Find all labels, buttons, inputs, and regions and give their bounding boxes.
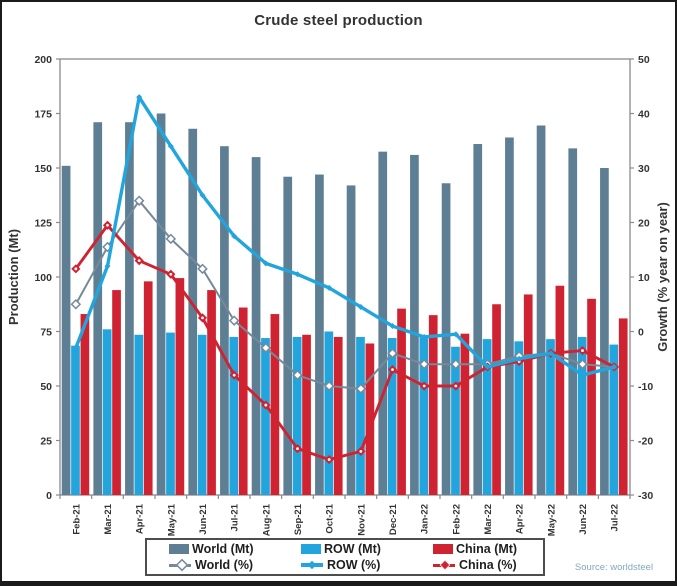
svg-text:Jan-22: Jan-22 — [420, 504, 431, 534]
svg-text:-10: -10 — [638, 381, 653, 393]
china-pct-line-icon — [433, 563, 455, 567]
svg-text:Mar-22: Mar-22 — [483, 504, 494, 535]
svg-text:100: 100 — [34, 272, 52, 284]
svg-text:25: 25 — [40, 436, 52, 448]
svg-text:Jun-22: Jun-22 — [578, 504, 589, 535]
svg-text:Feb-22: Feb-22 — [451, 504, 462, 535]
svg-text:Apr-22: Apr-22 — [515, 504, 526, 534]
legend-item-row-mt: ROW (Mt) — [279, 542, 411, 556]
svg-text:Apr-21: Apr-21 — [135, 503, 146, 534]
svg-text:-20: -20 — [638, 436, 653, 448]
legend-item-row-pct: ROW (%) — [279, 558, 411, 572]
svg-text:May-21: May-21 — [166, 503, 177, 536]
svg-text:20: 20 — [638, 218, 650, 230]
svg-text:-30: -30 — [638, 490, 653, 502]
source-credit: Source: worldsteel — [574, 562, 654, 573]
legend-item-world-pct: World (%) — [147, 558, 279, 572]
svg-text:May-22: May-22 — [546, 504, 557, 536]
svg-text:30: 30 — [638, 163, 650, 175]
legend-label: World (Mt) — [192, 542, 254, 556]
svg-text:40: 40 — [638, 109, 650, 121]
svg-text:200: 200 — [34, 54, 52, 66]
world-mt-swatch-icon — [169, 544, 189, 554]
svg-text:150: 150 — [34, 163, 52, 175]
svg-text:Feb-21: Feb-21 — [71, 503, 82, 534]
row-pct-line-icon — [301, 563, 323, 567]
svg-text:125: 125 — [34, 218, 52, 230]
svg-text:175: 175 — [34, 109, 52, 121]
china-mt-swatch-icon — [433, 544, 453, 554]
svg-text:Aug-21: Aug-21 — [261, 503, 272, 536]
svg-text:Nov-21: Nov-21 — [356, 503, 367, 535]
svg-text:Sep-21: Sep-21 — [293, 503, 304, 535]
svg-text:Growth (% year on year): Growth (% year on year) — [655, 202, 670, 352]
legend-label: World (%) — [195, 558, 254, 572]
svg-text:Jun-21: Jun-21 — [198, 503, 209, 534]
row-mt-swatch-icon — [301, 544, 321, 554]
svg-text:Mar-21: Mar-21 — [103, 503, 114, 534]
svg-text:Oct-21: Oct-21 — [325, 503, 336, 533]
svg-text:50: 50 — [40, 381, 52, 393]
svg-text:Dec-21: Dec-21 — [388, 503, 399, 535]
svg-text:75: 75 — [40, 327, 52, 339]
svg-text:Jul-22: Jul-22 — [610, 504, 621, 531]
legend-box: World (Mt) ROW (Mt) China (Mt) World (%)… — [145, 538, 545, 576]
legend-item-china-pct: China (%) — [411, 558, 543, 572]
legend-item-world-mt: World (Mt) — [147, 542, 279, 556]
svg-text:0: 0 — [46, 490, 52, 502]
legend-item-china-mt: China (Mt) — [411, 542, 543, 556]
svg-text:10: 10 — [638, 272, 650, 284]
svg-text:0: 0 — [638, 327, 644, 339]
chart-title: Crude steel production — [254, 12, 423, 29]
svg-text:Jul-21: Jul-21 — [230, 503, 241, 531]
svg-text:50: 50 — [638, 54, 650, 66]
legend-label: ROW (%) — [327, 558, 381, 572]
legend-label: China (Mt) — [456, 542, 518, 556]
legend-label: ROW (Mt) — [324, 542, 381, 556]
legend-label: China (%) — [459, 558, 517, 572]
world-pct-line-icon — [169, 563, 191, 567]
svg-text:Production (Mt): Production (Mt) — [6, 229, 21, 325]
